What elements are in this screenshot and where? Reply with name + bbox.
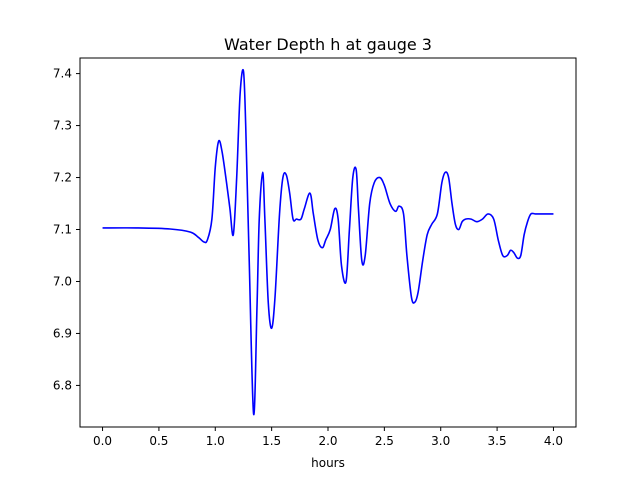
x-tick-label: 1.5 — [262, 434, 281, 448]
x-tick-label: 0.0 — [93, 434, 112, 448]
x-tick-label: 3.5 — [488, 434, 507, 448]
y-tick-label: 7.1 — [53, 223, 72, 237]
x-tick-label: 2.5 — [375, 434, 394, 448]
x-axis: 0.0 0.5 1.0 1.5 2.0 2.5 3.0 3.5 4.0 — [93, 427, 563, 448]
y-tick-label: 7.0 — [53, 274, 72, 288]
y-tick-label: 7.3 — [53, 119, 72, 133]
chart-title: Water Depth h at gauge 3 — [224, 35, 432, 54]
y-tick-label: 7.4 — [53, 67, 72, 81]
y-tick-label: 6.9 — [53, 326, 72, 340]
x-tick-label: 1.0 — [206, 434, 225, 448]
x-tick-label: 0.5 — [149, 434, 168, 448]
x-tick-label: 2.0 — [318, 434, 337, 448]
x-axis-label: hours — [311, 456, 345, 470]
x-tick-label: 3.0 — [431, 434, 450, 448]
y-tick-label: 7.2 — [53, 171, 72, 185]
y-axis: 6.8 6.9 7.0 7.1 7.2 7.3 7.4 — [53, 67, 80, 392]
series-line-0 — [102, 68, 554, 416]
x-tick-label: 4.0 — [544, 434, 563, 448]
y-tick-label: 6.8 — [53, 378, 72, 392]
